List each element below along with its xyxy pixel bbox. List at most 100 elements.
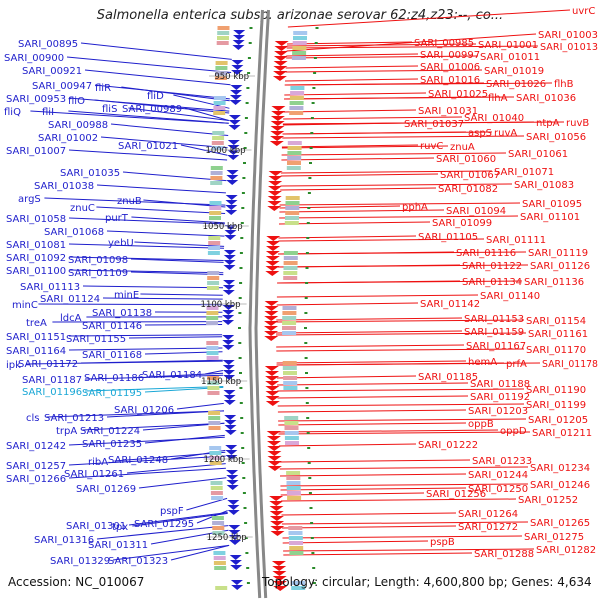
- gene-label-left[interactable]: tpx: [112, 522, 128, 533]
- gene-label-right[interactable]: SARI_01233: [472, 456, 532, 467]
- gene-label-right[interactable]: SARI_01256: [426, 489, 486, 500]
- gene-label-left[interactable]: SARI_01038: [34, 181, 94, 192]
- gene-label-right[interactable]: pphA: [402, 202, 428, 213]
- gene-label-left[interactable]: ribA: [88, 457, 108, 468]
- gene-label-right[interactable]: SARI_01178: [542, 359, 598, 370]
- gene-label-right[interactable]: SARI_01153: [464, 314, 524, 325]
- gene-label-right[interactable]: SARI_01060: [436, 154, 496, 165]
- gene-label-right[interactable]: SARI_01140: [480, 291, 540, 302]
- gene-label-left[interactable]: SARI_01186: [84, 373, 144, 384]
- gene-label-left[interactable]: SARI_00900: [4, 53, 64, 64]
- gene-label-right[interactable]: SARI_01082: [438, 184, 498, 195]
- gene-label-left[interactable]: ldcA: [60, 313, 82, 324]
- gene-label-right[interactable]: SARI_01275: [524, 532, 584, 543]
- gene-label-right[interactable]: SARI_01188: [470, 379, 530, 390]
- gene-label-right[interactable]: SARI_01192: [470, 392, 530, 403]
- gene-label-right[interactable]: oppD: [500, 426, 527, 437]
- gene-label-left[interactable]: SARI_00988: [48, 120, 108, 131]
- gene-label-left[interactable]: SARI_01068: [44, 227, 104, 238]
- gene-label-right[interactable]: SARI_01142: [420, 299, 480, 310]
- gene-label-right[interactable]: SARI_01061: [508, 149, 568, 160]
- gene-label-left[interactable]: SARI_01323: [108, 556, 168, 567]
- gene-label-left[interactable]: SARI_01124: [40, 294, 100, 305]
- gene-label-left[interactable]: SARI_01138: [92, 308, 152, 319]
- gene-label-left[interactable]: SARI_01092: [6, 253, 66, 264]
- gene-label-right[interactable]: SARI_01116: [456, 248, 516, 259]
- gene-label-left[interactable]: SARI_01248: [108, 455, 168, 466]
- gene-label-right[interactable]: SARI_01136: [524, 277, 584, 288]
- gene-label-right[interactable]: ruvB: [566, 118, 589, 129]
- gene-label-left[interactable]: SARI_01295: [134, 519, 194, 530]
- gene-label-right[interactable]: SARI_01190: [526, 385, 586, 396]
- gene-label-right[interactable]: SARI_01288: [474, 549, 534, 560]
- gene-label-right[interactable]: SARI_01211: [532, 428, 592, 439]
- gene-label-left[interactable]: SARI_01172: [18, 359, 78, 370]
- gene-label-right[interactable]: SARI_01185: [418, 372, 478, 383]
- gene-label-left[interactable]: SARI_01151: [6, 332, 66, 343]
- gene-label-right[interactable]: SARI_01199: [526, 400, 586, 411]
- gene-label-left[interactable]: cls: [26, 413, 40, 424]
- gene-label-left[interactable]: yebU: [108, 238, 134, 249]
- gene-label-left[interactable]: SARI_01196: [22, 387, 82, 398]
- gene-label-right[interactable]: SARI_01095: [522, 199, 582, 210]
- gene-label-left[interactable]: SARI_01035: [60, 168, 120, 179]
- gene-label-left[interactable]: argS: [18, 194, 41, 205]
- gene-label-left[interactable]: SARI_01257: [6, 461, 66, 472]
- gene-label-right[interactable]: SARI_01167: [466, 341, 526, 352]
- gene-label-right[interactable]: aspS: [468, 128, 492, 139]
- gene-label-right[interactable]: ruvA: [494, 128, 517, 139]
- gene-label-left[interactable]: SARI_01100: [6, 266, 66, 277]
- gene-label-left[interactable]: SARI_01146: [82, 321, 142, 332]
- gene-label-left[interactable]: trpA: [56, 426, 77, 437]
- gene-label-left[interactable]: SARI_01155: [66, 334, 126, 345]
- gene-label-right[interactable]: SARI_01205: [528, 415, 588, 426]
- gene-label-right[interactable]: SARI_01250: [468, 484, 528, 495]
- gene-label-right[interactable]: SARI_01037: [404, 119, 464, 130]
- gene-label-left[interactable]: SARI_01113: [20, 282, 80, 293]
- gene-label-right[interactable]: SARI_00997: [420, 50, 480, 61]
- gene-label-left[interactable]: SARI_01235: [82, 439, 142, 450]
- gene-label-right[interactable]: SARI_01282: [536, 545, 596, 556]
- gene-label-right[interactable]: SARI_01272: [458, 522, 518, 533]
- gene-label-left[interactable]: SARI_01242: [6, 441, 66, 452]
- gene-label-right[interactable]: SARI_01252: [518, 495, 578, 506]
- gene-label-left[interactable]: fliS: [102, 104, 117, 115]
- gene-label-right[interactable]: SARI_01019: [484, 66, 544, 77]
- gene-label-left[interactable]: SARI_01266: [6, 474, 66, 485]
- gene-label-left[interactable]: SARI_01184: [142, 370, 202, 381]
- gene-label-right[interactable]: SARI_01161: [528, 329, 588, 340]
- gene-label-right[interactable]: SARI_01013: [540, 42, 598, 53]
- gene-label-right[interactable]: SARI_01036: [516, 93, 576, 104]
- gene-label-right[interactable]: SARI_01071: [494, 167, 554, 178]
- gene-label-right[interactable]: SARI_01134: [462, 277, 522, 288]
- gene-label-left[interactable]: SARI_01261: [64, 469, 124, 480]
- gene-label-left[interactable]: SARI_00921: [22, 66, 82, 77]
- gene-label-left[interactable]: SARI_01109: [68, 268, 128, 279]
- gene-label-right[interactable]: SARI_01001: [478, 40, 538, 51]
- gene-label-right[interactable]: SARI_01265: [530, 518, 590, 529]
- gene-label-left[interactable]: SARI_01329: [50, 556, 110, 567]
- gene-label-left[interactable]: SARI_01058: [6, 214, 66, 225]
- gene-label-left[interactable]: SARI_00989: [122, 104, 182, 115]
- gene-label-right[interactable]: SARI_01040: [464, 113, 524, 124]
- gene-label-left[interactable]: fliR: [95, 83, 111, 94]
- gene-label-left[interactable]: fliI: [42, 107, 54, 118]
- gene-label-right[interactable]: SARI_01246: [530, 480, 590, 491]
- gene-label-right[interactable]: SARI_01244: [468, 470, 528, 481]
- gene-label-right[interactable]: SARI_01122: [462, 261, 522, 272]
- gene-label-right[interactable]: SARI_01031: [418, 106, 478, 117]
- gene-label-left[interactable]: fliD: [147, 91, 164, 102]
- gene-label-left[interactable]: SARI_01164: [6, 346, 66, 357]
- gene-label-left[interactable]: SARI_00947: [32, 81, 92, 92]
- gene-label-right[interactable]: flhA: [488, 93, 508, 104]
- gene-label-right[interactable]: SARI_01159: [464, 327, 524, 338]
- gene-label-left[interactable]: minC: [12, 300, 38, 311]
- gene-label-left[interactable]: SARI_01224: [80, 426, 140, 437]
- gene-label-left[interactable]: znuB: [117, 196, 142, 207]
- gene-label-left[interactable]: fliO: [68, 96, 85, 107]
- gene-label-right[interactable]: SARI_01101: [520, 212, 580, 223]
- gene-label-right[interactable]: SARI_01025: [428, 89, 488, 100]
- gene-label-right[interactable]: ruvC: [420, 141, 443, 152]
- gene-label-left[interactable]: treA: [26, 318, 47, 329]
- gene-label-left[interactable]: SARI_01213: [44, 413, 104, 424]
